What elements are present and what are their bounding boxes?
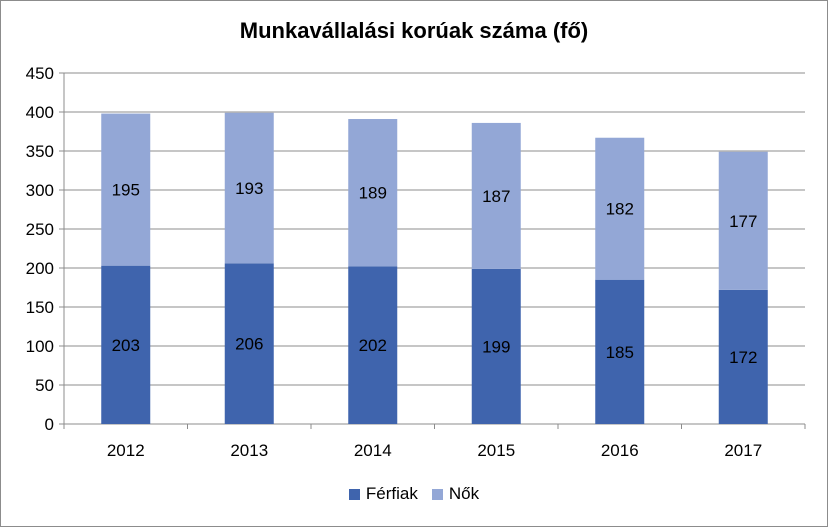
data-label-n-k: 189 xyxy=(359,184,387,203)
y-tick-label: 450 xyxy=(26,64,54,83)
bar-n-k xyxy=(471,122,521,269)
bar-f-rfiak xyxy=(595,279,645,424)
bar-f-rfiak xyxy=(471,268,521,424)
bar-f-rfiak xyxy=(101,265,151,424)
y-tick-label: 300 xyxy=(26,181,54,200)
y-tick-label: 0 xyxy=(45,415,54,434)
data-label-f-rfiak: 185 xyxy=(606,343,634,362)
bar-f-rfiak xyxy=(224,263,274,424)
data-label-f-rfiak: 199 xyxy=(482,337,510,356)
legend-item-nok: Nők xyxy=(431,484,480,504)
legend-swatch-ferfiak xyxy=(348,488,360,500)
x-tick-label: 2012 xyxy=(107,441,145,460)
data-label-f-rfiak: 202 xyxy=(359,336,387,355)
y-tick-label: 250 xyxy=(26,220,54,239)
data-label-n-k: 177 xyxy=(729,212,757,231)
x-tick-label: 2014 xyxy=(354,441,392,460)
data-label-f-rfiak: 172 xyxy=(729,348,757,367)
chart-legend: Férfiak Nők xyxy=(0,484,828,504)
data-label-n-k: 195 xyxy=(112,181,140,200)
bar-n-k xyxy=(348,119,398,267)
x-tick-label: 2017 xyxy=(724,441,762,460)
data-label-n-k: 182 xyxy=(606,200,634,219)
x-tick-label: 2015 xyxy=(477,441,515,460)
data-label-n-k: 187 xyxy=(482,187,510,206)
x-tick-label: 2013 xyxy=(230,441,268,460)
data-label-f-rfiak: 203 xyxy=(112,336,140,355)
y-tick-label: 150 xyxy=(26,298,54,317)
legend-swatch-nok xyxy=(431,488,443,500)
y-tick-label: 50 xyxy=(35,376,54,395)
legend-item-ferfiak: Férfiak xyxy=(348,484,418,504)
data-label-f-rfiak: 206 xyxy=(235,335,263,354)
bar-f-rfiak xyxy=(718,289,768,424)
y-tick-label: 350 xyxy=(26,142,54,161)
bar-n-k xyxy=(718,151,768,290)
bar-n-k xyxy=(224,112,274,264)
bar-f-rfiak xyxy=(348,266,398,424)
x-tick-label: 2016 xyxy=(601,441,639,460)
y-tick-label: 200 xyxy=(26,259,54,278)
bar-n-k xyxy=(101,113,151,266)
legend-label-ferfiak: Férfiak xyxy=(365,484,418,503)
data-label-n-k: 193 xyxy=(235,179,263,198)
bar-n-k xyxy=(595,137,645,280)
chart-title: Munkavállalási korúak száma (fő) xyxy=(239,18,589,43)
y-tick-label: 100 xyxy=(26,337,54,356)
y-tick-label: 400 xyxy=(26,103,54,122)
legend-label-nok: Nők xyxy=(448,484,480,503)
